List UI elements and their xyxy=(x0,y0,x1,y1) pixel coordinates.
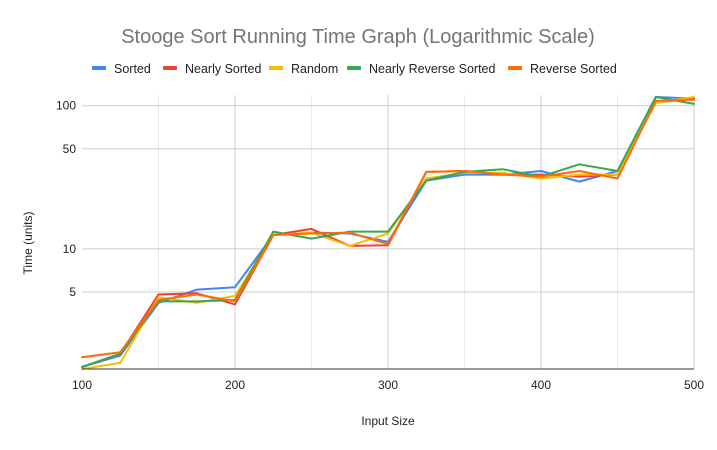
legend-label: Sorted xyxy=(114,62,151,76)
legend-swatch xyxy=(508,66,522,70)
legend-item-nearly-reverse-sorted: Nearly Reverse Sorted xyxy=(347,62,495,76)
y-tick-label: 10 xyxy=(63,242,77,256)
y-tick-label: 100 xyxy=(56,99,76,113)
legend-label: Reverse Sorted xyxy=(530,62,617,76)
legend-label: Nearly Reverse Sorted xyxy=(369,62,495,76)
legend-item-reverse-sorted: Reverse Sorted xyxy=(508,62,617,76)
legend-swatch xyxy=(92,66,106,70)
y-tick-label: 5 xyxy=(69,285,76,299)
series-line-nearly-reverse-sorted xyxy=(81,96,695,368)
legend-label: Nearly Sorted xyxy=(185,62,261,76)
legend-swatch xyxy=(347,66,361,70)
legend-swatch xyxy=(269,66,283,70)
x-tick-label: 100 xyxy=(72,378,92,392)
x-tick-label: 500 xyxy=(684,378,704,392)
legend-item-random: Random xyxy=(269,62,338,76)
series-layer xyxy=(81,96,695,370)
series-line-nearly-sorted xyxy=(81,97,695,368)
x-axis-label: Input Size xyxy=(361,414,415,428)
series-line-reverse-sorted xyxy=(81,98,695,359)
x-tick-label: 200 xyxy=(225,378,245,392)
gridlines xyxy=(82,95,695,369)
legend-swatch xyxy=(163,66,177,70)
x-tick-label: 400 xyxy=(531,378,551,392)
legend: Sorted Nearly Sorted Random Nearly Reverse … xyxy=(92,62,617,76)
axes: 100 200 300 400 500 5 10 50 100 xyxy=(56,99,704,392)
x-tick-label: 300 xyxy=(378,378,398,392)
y-axis-label: Time (units) xyxy=(21,212,35,275)
legend-item-nearly-sorted: Nearly Sorted xyxy=(163,62,261,76)
legend-label: Random xyxy=(291,62,338,76)
y-tick-label: 50 xyxy=(63,142,77,156)
chart-title: Stooge Sort Running Time Graph (Logarith… xyxy=(121,26,595,48)
legend-item-sorted: Sorted xyxy=(92,62,151,76)
